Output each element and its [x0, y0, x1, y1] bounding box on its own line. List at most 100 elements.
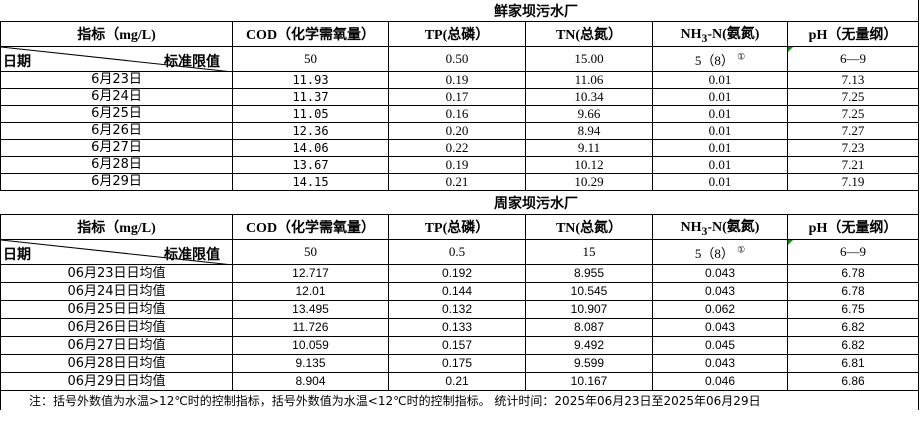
cell-tp: 0.192 [388, 264, 526, 283]
limit-tn: 15.00 [525, 46, 653, 72]
cell-cod: 11.93 [232, 71, 389, 89]
cell-date: 6月26日 [0, 122, 233, 140]
header-cod: COD（化学需氧量） [232, 21, 389, 47]
cell-ph: 6.78 [786, 282, 920, 301]
water-quality-table: 鲜家坝污水厂 指标（mg/L) COD（化学需氧量） TP(总磷） TN(总氮）… [0, 0, 920, 410]
cell-tn: 10.907 [525, 300, 653, 319]
cell-tp: 0.144 [388, 282, 526, 301]
cell-tn: 10.12 [525, 156, 653, 174]
cell-tn: 10.545 [525, 282, 653, 301]
cell-tp: 0.16 [388, 105, 526, 123]
cell-cod: 10.059 [232, 336, 389, 355]
cell-ph: 7.25 [786, 105, 920, 123]
cell-nh3n: 0.043 [652, 282, 788, 301]
cell-ph: 6.86 [786, 372, 920, 391]
cell-ph: 7.23 [786, 139, 920, 157]
cell-ph: 6.82 [786, 318, 920, 337]
comment-indicator-icon [788, 240, 793, 245]
cell-tp: 0.17 [388, 88, 526, 106]
cell-date: 06月26日日均值 [0, 318, 233, 337]
limit-tn: 15 [525, 239, 653, 265]
cell-cod: 11.726 [232, 318, 389, 337]
limit-label: 标准限值 [164, 248, 220, 263]
cell-cod: 13.67 [232, 156, 389, 174]
limit-label: 标准限值 [164, 55, 220, 70]
date-label: 日期 [3, 55, 31, 70]
cell-cod: 13.495 [232, 300, 389, 319]
table-row: 06月26日日均值 11.726 0.133 8.087 0.043 6.82 [0, 318, 920, 337]
cell-ph: 6.75 [786, 300, 920, 319]
header-ph: pH（无量纲） [786, 214, 920, 240]
cell-date: 6月29日 [0, 173, 233, 191]
cell-tn: 10.29 [525, 173, 653, 191]
table-row: 6月27日 14.06 0.22 9.11 0.01 7.23 [0, 139, 920, 157]
cell-date: 06月27日日均值 [0, 336, 233, 355]
cell-date: 06月29日日均值 [0, 372, 233, 391]
cell-ph: 7.27 [786, 122, 920, 140]
limit-cod: 50 [232, 46, 389, 72]
header-nh3n: NH3-N(氨氮) [652, 21, 788, 47]
cell-cod: 8.904 [232, 372, 389, 391]
plant-name: 周家坝污水厂 [494, 196, 579, 212]
cell-date: 6月23日 [0, 71, 233, 89]
cell-nh3n: 0.01 [652, 139, 788, 157]
cell-ph: 6.82 [786, 336, 920, 355]
header-tp: TP(总磷） [388, 21, 526, 47]
cell-cod: 11.05 [232, 105, 389, 123]
cell-tn: 11.06 [525, 71, 653, 89]
cell-date: 6月24日 [0, 88, 233, 106]
cell-date: 06月28日日均值 [0, 354, 233, 373]
limit-nh3n: 5（8） ① [652, 46, 788, 72]
cell-cod: 14.06 [232, 139, 389, 157]
cell-date: 06月25日日均值 [0, 300, 233, 319]
cell-ph: 6.78 [786, 264, 920, 283]
cell-tp: 0.19 [388, 71, 526, 89]
header-indicator: 指标（mg/L) [0, 214, 233, 240]
limit-cod: 50 [232, 239, 389, 265]
cell-tp: 0.175 [388, 354, 526, 373]
cell-nh3n: 0.045 [652, 336, 788, 355]
cell-cod: 9.135 [232, 354, 389, 373]
cell-nh3n: 0.062 [652, 300, 788, 319]
cell-date: 06月24日日均值 [0, 282, 233, 301]
cell-tn: 10.167 [525, 372, 653, 391]
limit-tp: 0.5 [388, 239, 526, 265]
table-row: 06月25日日均值 13.495 0.132 10.907 0.062 6.75 [0, 300, 920, 319]
header-indicator: 指标（mg/L) [0, 21, 233, 47]
cell-tp: 0.21 [388, 372, 526, 391]
table-row: 06月24日日均值 12.01 0.144 10.545 0.043 6.78 [0, 282, 920, 301]
cell-ph: 7.13 [786, 71, 920, 89]
cell-ph: 6.81 [786, 354, 920, 373]
cell-nh3n: 0.01 [652, 156, 788, 174]
header-tp: TP(总磷） [388, 214, 526, 240]
cell-date: 6月28日 [0, 156, 233, 174]
cell-date: 6月25日 [0, 105, 233, 123]
limit-ph: 6—9 [786, 239, 920, 265]
note-row: 注：括号外数值为水温>12℃时的控制指标，括号外数值为水温<12℃时的控制指标。… [0, 390, 920, 410]
cell-date: 06月23日日均值 [0, 264, 233, 283]
header-ph: pH（无量纲） [786, 21, 920, 47]
cell-tn: 8.087 [525, 318, 653, 337]
table-row: 6月26日 12.36 0.20 8.94 0.01 7.27 [0, 122, 920, 140]
cell-tp: 0.22 [388, 139, 526, 157]
plant-title-row: 鲜家坝污水厂 [0, 0, 920, 22]
cell-nh3n: 0.01 [652, 71, 788, 89]
cell-ph: 7.21 [786, 156, 920, 174]
table-row: 06月29日日均值 8.904 0.21 10.167 0.046 6.86 [0, 372, 920, 391]
cell-tp: 0.21 [388, 173, 526, 191]
limit-row: 日期 标准限值 50 0.50 15.00 5（8） ① 6—9 [0, 46, 920, 72]
footnote-marker: ① [737, 51, 746, 62]
table-row: 06月23日日均值 12.717 0.192 8.955 0.043 6.78 [0, 264, 920, 283]
limit-nh3n: 5（8） ① [652, 239, 788, 265]
cell-nh3n: 0.043 [652, 354, 788, 373]
cell-nh3n: 0.043 [652, 264, 788, 283]
header-row: 指标（mg/L) COD（化学需氧量） TP(总磷） TN(总氮） NH3-N(… [0, 21, 920, 47]
cell-cod: 12.36 [232, 122, 389, 140]
table-row: 6月24日 11.37 0.17 10.34 0.01 7.25 [0, 88, 920, 106]
cell-tn: 9.492 [525, 336, 653, 355]
cell-tn: 10.34 [525, 88, 653, 106]
header-nh3n: NH3-N(氨氮) [652, 214, 788, 240]
header-cod: COD（化学需氧量） [232, 214, 389, 240]
cell-ph: 7.19 [786, 173, 920, 191]
cell-tn: 9.599 [525, 354, 653, 373]
